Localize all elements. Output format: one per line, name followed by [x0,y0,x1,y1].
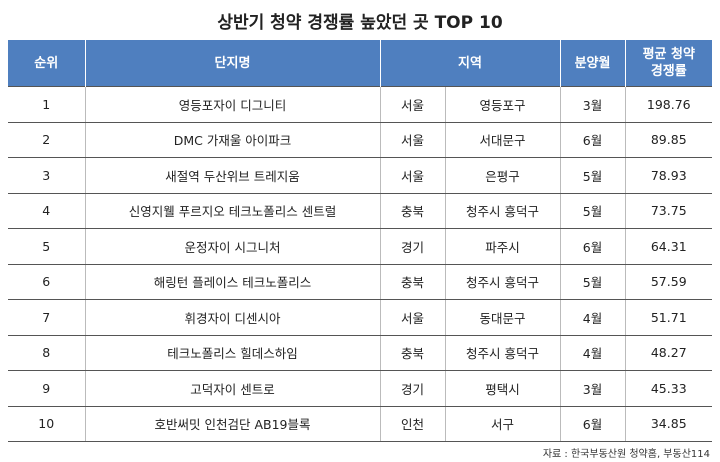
table-cell: 경기 [379,228,445,265]
table-cell: 45.33 [624,370,713,407]
table-row: 5 운정자이 시그니처 경기 파주시 6월 64.31 [8,228,713,265]
table-row: 6 해링턴 플레이스 테크노폴리스 충북 청주시 흥덕구 5월 57.59 [8,264,713,300]
table-cell: 테크노폴리스 힐데스하임 [84,335,380,371]
header-cell: 순위 [8,40,85,87]
table-cell: 파주시 [444,228,561,265]
table-row: 7 휘경자이 디센시아 서울 동대문구 4월 51.71 [8,299,713,336]
table: 순위 단지명 지역 분양월 평균 청약 경쟁률 1 영등포자이 디그니티 서울 영등포구 3월 1… [8,40,713,442]
table-cell: 서울 [379,86,445,123]
table-cell: 서울 [379,157,445,194]
source: 자료 : 한국부동산원 청약홈, 부동산114 [542,449,710,460]
table-cell: 신영지웰 푸르지오 테크노폴리스 센트럴 [84,193,380,229]
table-row: 10 호반써밋 인천검단 AB19블록 인천 서구 6월 34.85 [8,406,713,442]
table-cell: 6 [8,264,85,300]
table-cell: 동대문구 [444,299,561,336]
table-cell: 충북 [379,193,445,229]
table-cell: 새절역 두산위브 트레지움 [84,157,380,194]
table-cell: 4월 [559,335,626,371]
table-cell: 2 [8,122,85,158]
table-cell: 34.85 [624,406,713,442]
table-cell: 6월 [559,228,626,265]
table-row: 8 테크노폴리스 힐데스하임 충북 청주시 흥덕구 4월 48.27 [8,335,713,371]
table-cell: DMC 가재울 아이파크 [84,122,380,158]
title: 상반기 청약 경쟁률 높았던 곳 TOP 10 [217,13,503,33]
table-cell: 5 [8,228,85,265]
header-row: 순위 단지명 지역 분양월 평균 청약 경쟁률 [8,40,713,87]
table-cell: 51.71 [624,299,713,336]
header-cell: 단지명 [84,40,380,87]
table-cell: 해링턴 플레이스 테크노폴리스 [84,264,380,300]
table-cell: 영등포구 [444,86,561,123]
table-cell: 4 [8,193,85,229]
table-row: 4 신영지웰 푸르지오 테크노폴리스 센트럴 충북 청주시 흥덕구 5월 73.75 [8,193,713,229]
table-cell: 198.76 [624,86,713,123]
table-cell: 5월 [559,264,626,300]
table-cell: 4월 [559,299,626,336]
table-row: 9 고덕자이 센트로 경기 평택시 3월 45.33 [8,370,713,407]
table-cell: 평택시 [444,370,561,407]
table-cell: 3 [8,157,85,194]
table-cell: 운정자이 시그니처 [84,228,380,265]
table-body: 1 영등포자이 디그니티 서울 영등포구 3월 198.76 2 DMC 가재울 아이파크 서울… [8,86,713,442]
table-cell: 57.59 [624,264,713,300]
table-cell: 9 [8,370,85,407]
table-cell: 1 [8,86,85,123]
table-cell: 서울 [379,122,445,158]
table-cell: 은평구 [444,157,561,194]
header-cell: 분양월 [559,40,626,87]
table-row: 2 DMC 가재울 아이파크 서울 서대문구 6월 89.85 [8,122,713,158]
table-cell: 청주시 흥덕구 [444,264,561,300]
table-row: 3 새절역 두산위브 트레지움 서울 은평구 5월 78.93 [8,157,713,194]
table-cell: 충북 [379,335,445,371]
table-cell: 서대문구 [444,122,561,158]
table-row: 1 영등포자이 디그니티 서울 영등포구 3월 198.76 [8,86,713,123]
table-cell: 8 [8,335,85,371]
table-cell: 호반써밋 인천검단 AB19블록 [84,406,380,442]
table-cell: 5월 [559,193,626,229]
table-cell: 78.93 [624,157,713,194]
table-cell: 인천 [379,406,445,442]
table-cell: 64.31 [624,228,713,265]
table-cell: 73.75 [624,193,713,229]
table-cell: 경기 [379,370,445,407]
table-cell: 48.27 [624,335,713,371]
header-cell: 평균 청약 경쟁률 [624,40,713,87]
table-cell: 10 [8,406,85,442]
table-cell: 5월 [559,157,626,194]
table-cell: 영등포자이 디그니티 [84,86,380,123]
table-cell: 6월 [559,406,626,442]
table-cell: 7 [8,299,85,336]
table-cell: 고덕자이 센트로 [84,370,380,407]
table-cell: 청주시 흥덕구 [444,335,561,371]
header-cell: 지역 [379,40,561,87]
table-cell: 3월 [559,86,626,123]
table-cell: 휘경자이 디센시아 [84,299,380,336]
table-cell: 서구 [444,406,561,442]
table-cell: 서울 [379,299,445,336]
table-cell: 충북 [379,264,445,300]
table-cell: 3월 [559,370,626,407]
table-cell: 6월 [559,122,626,158]
table-cell: 89.85 [624,122,713,158]
table-cell: 청주시 흥덕구 [444,193,561,229]
